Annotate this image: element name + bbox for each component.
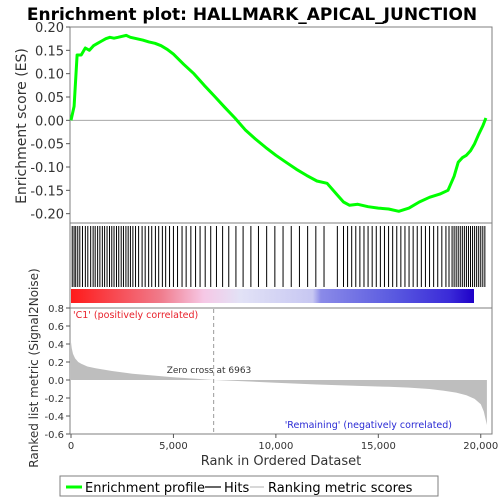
es-y-tick-label: 0.05 [35, 91, 64, 106]
legend-hits-label: Hits [224, 481, 249, 496]
metric-y-axis-label: Ranked list metric (Signal2Noise) [27, 268, 41, 467]
metric-panel-frame [69, 307, 493, 435]
x-tick-label: 5,000 [159, 441, 188, 452]
es-y-tick-label: 0.00 [35, 114, 64, 129]
legend-enrichment-label: Enrichment profile [85, 481, 205, 496]
legend-metric-label: Ranking metric scores [268, 481, 413, 496]
metric-y-tick-label: 0.4 [48, 340, 64, 351]
metric-y-tick-label: -0.2 [44, 394, 64, 405]
es-y-tick-label: 0.15 [35, 44, 64, 59]
positive-correlation-label: 'C1' (positively correlated) [73, 310, 198, 321]
x-axis-label: Rank in Ordered Dataset [201, 454, 362, 469]
es-y-axis-label: Enrichment score (ES) [14, 48, 30, 204]
metric-y-tick-label: 0.8 [48, 304, 64, 315]
negative-correlation-label: 'Remaining' (negatively correlated) [285, 420, 452, 431]
es-panel-frame [69, 26, 493, 224]
metric-y-tick-label: 0.2 [48, 358, 64, 369]
metric-y-tick-label: -0.6 [44, 430, 64, 441]
x-tick-label: 10,000 [258, 441, 293, 452]
zero-cross-label: Zero cross at 6963 [167, 366, 252, 376]
ranked-list-color-bar [71, 289, 474, 303]
metric-y-tick-label: 0.6 [48, 322, 64, 333]
es-panel-ticks: 0.20 0.15 0.10 0.05 0.00 -0.05 -0.10 -0.15 -0.20 [30, 21, 70, 223]
chart-title: Enrichment plot: HALLMARK_APICAL_JUNCTIO… [27, 5, 477, 25]
metric-y-tick-label: -0.4 [44, 412, 64, 423]
es-y-tick-label: -0.20 [30, 208, 64, 223]
x-tick-label: 0 [68, 441, 74, 452]
x-tick-label: 20,000 [463, 441, 498, 452]
metric-panel-ticks: 0.8 0.6 0.4 0.2 0.0 -0.2 -0.4 -0.6 [44, 304, 70, 441]
es-y-tick-label: 0.20 [35, 21, 64, 36]
x-axis: 0 5,000 10,000 15,000 20,000 [68, 434, 498, 452]
metric-y-tick-label: 0.0 [48, 376, 64, 387]
es-y-tick-label: -0.05 [30, 138, 64, 153]
hits-panel [71, 226, 486, 287]
legend-box [59, 475, 439, 497]
enrichment-profile-line [69, 33, 488, 213]
es-y-tick-label: -0.15 [30, 184, 64, 199]
es-y-tick-label: -0.10 [30, 161, 64, 176]
ranking-metric-area [71, 342, 487, 425]
es-y-tick-label: 0.10 [35, 68, 64, 83]
x-tick-label: 15,000 [361, 441, 396, 452]
